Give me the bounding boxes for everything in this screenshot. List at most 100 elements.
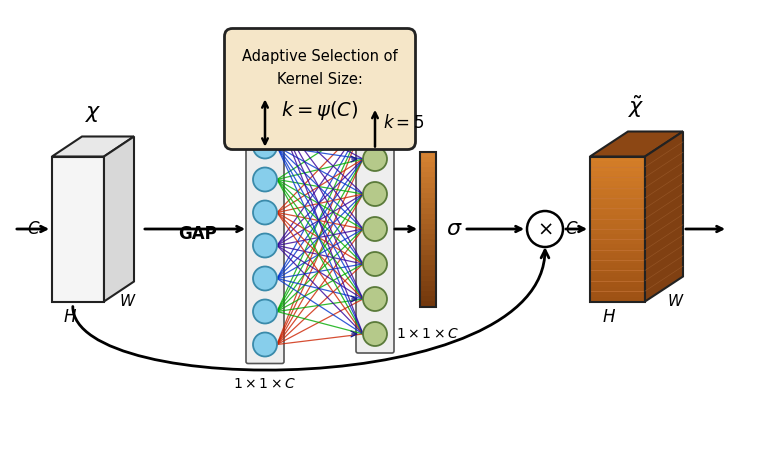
Polygon shape: [645, 131, 683, 302]
Text: $1\times1\times C$: $1\times1\times C$: [396, 326, 459, 341]
Polygon shape: [420, 213, 436, 218]
Circle shape: [363, 182, 387, 206]
Circle shape: [363, 322, 387, 346]
Text: Adaptive Selection of: Adaptive Selection of: [242, 50, 398, 65]
Polygon shape: [590, 257, 645, 263]
Polygon shape: [590, 195, 645, 200]
Text: Kernel Size:: Kernel Size:: [277, 72, 363, 86]
Polygon shape: [590, 263, 645, 268]
Text: $W$: $W$: [667, 293, 684, 309]
Polygon shape: [590, 185, 645, 190]
Polygon shape: [420, 197, 436, 203]
Polygon shape: [590, 156, 645, 161]
Polygon shape: [420, 265, 436, 270]
Polygon shape: [420, 301, 436, 307]
Polygon shape: [420, 275, 436, 280]
Polygon shape: [590, 238, 645, 244]
Circle shape: [253, 234, 277, 257]
Polygon shape: [420, 208, 436, 213]
Text: GAP: GAP: [178, 225, 217, 243]
Circle shape: [253, 267, 277, 291]
Polygon shape: [590, 286, 645, 292]
Text: $H$: $H$: [602, 308, 616, 326]
Circle shape: [527, 211, 563, 247]
Circle shape: [253, 168, 277, 191]
Polygon shape: [420, 270, 436, 275]
Polygon shape: [590, 224, 645, 229]
Circle shape: [363, 147, 387, 171]
Polygon shape: [420, 239, 436, 245]
Polygon shape: [420, 249, 436, 255]
Text: $H$: $H$: [63, 308, 77, 326]
Polygon shape: [420, 161, 436, 167]
Circle shape: [363, 112, 387, 136]
Polygon shape: [52, 157, 104, 302]
Polygon shape: [420, 218, 436, 224]
Polygon shape: [590, 204, 645, 210]
Polygon shape: [590, 200, 645, 205]
Polygon shape: [104, 136, 134, 302]
Polygon shape: [420, 151, 436, 157]
Polygon shape: [590, 170, 645, 176]
Polygon shape: [420, 156, 436, 162]
FancyBboxPatch shape: [225, 28, 416, 150]
Polygon shape: [590, 282, 645, 287]
FancyArrowPatch shape: [73, 250, 549, 370]
Polygon shape: [420, 234, 436, 239]
Polygon shape: [590, 233, 645, 239]
Text: $C$: $C$: [27, 220, 41, 238]
Text: $\chi$: $\chi$: [84, 105, 101, 124]
Circle shape: [253, 300, 277, 324]
Polygon shape: [590, 248, 645, 253]
Polygon shape: [590, 243, 645, 248]
Text: $\sigma$: $\sigma$: [446, 219, 463, 239]
Polygon shape: [590, 175, 645, 181]
Polygon shape: [590, 214, 645, 219]
Text: $W$: $W$: [119, 293, 136, 309]
Polygon shape: [590, 296, 645, 302]
Polygon shape: [420, 259, 436, 265]
Polygon shape: [590, 131, 683, 157]
Polygon shape: [590, 291, 645, 297]
Polygon shape: [420, 167, 436, 172]
Polygon shape: [420, 291, 436, 296]
FancyBboxPatch shape: [356, 105, 394, 353]
Text: $k = 5$: $k = 5$: [383, 114, 424, 132]
Polygon shape: [590, 219, 645, 224]
Text: $C$: $C$: [566, 220, 579, 238]
Circle shape: [363, 252, 387, 276]
Circle shape: [363, 287, 387, 311]
Circle shape: [253, 101, 277, 125]
Polygon shape: [590, 161, 645, 166]
Circle shape: [253, 201, 277, 224]
Polygon shape: [590, 190, 645, 195]
Polygon shape: [590, 166, 645, 171]
Polygon shape: [590, 267, 645, 273]
Text: $1\times1\times C$: $1\times1\times C$: [233, 376, 296, 391]
Polygon shape: [420, 187, 436, 193]
Text: $k = \psi(C)$: $k = \psi(C)$: [282, 100, 359, 123]
Text: $\tilde{\chi}$: $\tilde{\chi}$: [628, 94, 645, 119]
Polygon shape: [420, 296, 436, 301]
Polygon shape: [590, 229, 645, 234]
Polygon shape: [420, 244, 436, 250]
Circle shape: [253, 134, 277, 158]
Polygon shape: [420, 254, 436, 260]
Polygon shape: [420, 280, 436, 286]
Text: $\times$: $\times$: [537, 219, 553, 239]
Polygon shape: [420, 229, 436, 234]
Polygon shape: [420, 177, 436, 183]
Polygon shape: [420, 203, 436, 208]
Polygon shape: [590, 209, 645, 214]
Polygon shape: [420, 224, 436, 229]
Polygon shape: [590, 252, 645, 258]
Polygon shape: [420, 182, 436, 188]
Polygon shape: [420, 192, 436, 198]
Polygon shape: [420, 285, 436, 291]
Polygon shape: [420, 172, 436, 177]
FancyBboxPatch shape: [246, 95, 284, 364]
Polygon shape: [52, 136, 134, 157]
Polygon shape: [590, 277, 645, 282]
Circle shape: [363, 217, 387, 241]
Polygon shape: [590, 180, 645, 185]
